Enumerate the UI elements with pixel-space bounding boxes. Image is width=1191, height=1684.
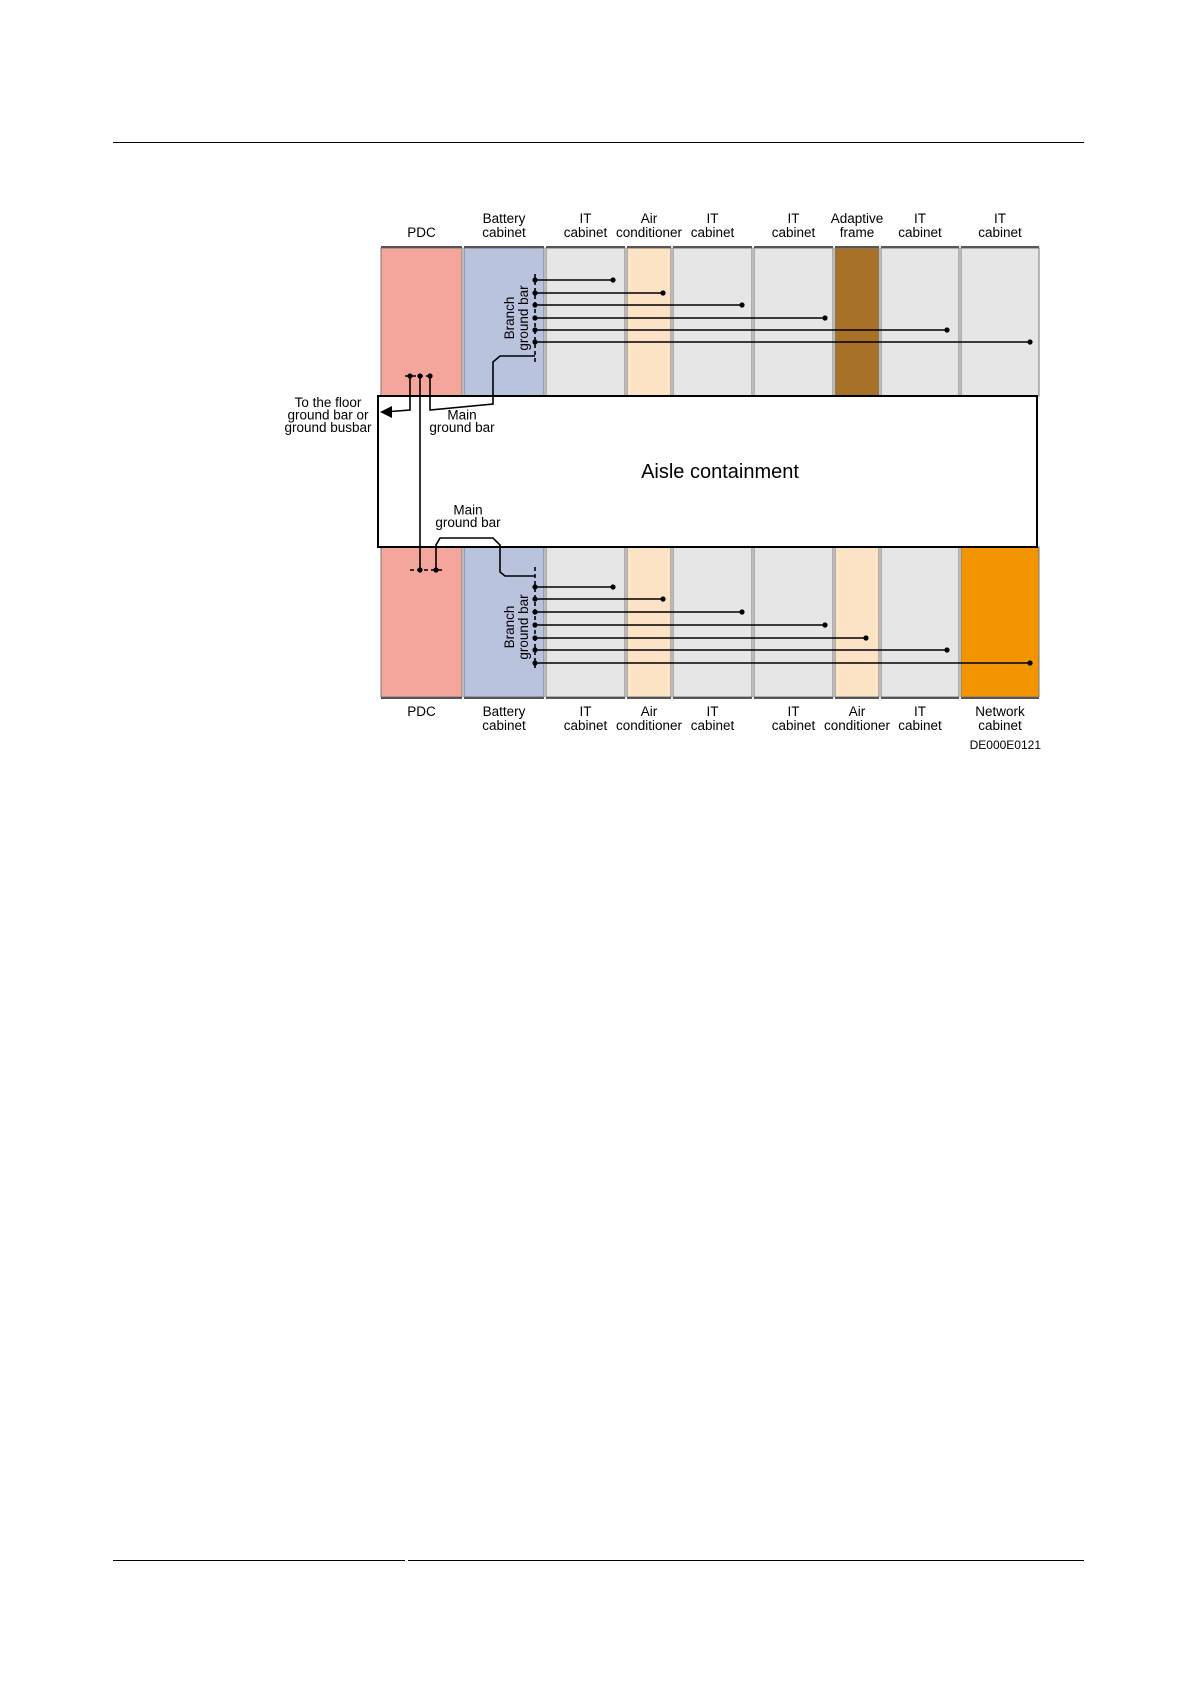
bottom-main-label: Main ground bar [435, 503, 501, 531]
junction-dot [822, 315, 828, 321]
junction-dot [433, 567, 439, 573]
floor-link [383, 376, 411, 413]
cabinet-top-it [672, 247, 753, 397]
junction-dot [610, 584, 616, 590]
floor-arrow-icon [380, 406, 392, 418]
junction-dot [532, 290, 538, 296]
junction-dot [532, 660, 538, 666]
top-label-adaptive: Adaptive frame [831, 211, 884, 240]
top-label-it: IT cabinet [564, 211, 608, 240]
junction-dot [532, 622, 538, 628]
junction-dot [532, 277, 538, 283]
junction-dot [660, 596, 666, 602]
junction-dot [532, 327, 538, 333]
bottom-main-link [435, 537, 535, 577]
cabinet-top-it [753, 247, 834, 397]
aisle-label: Aisle containment [641, 461, 799, 483]
header-rule [113, 142, 1084, 143]
cabinet-bottom-it [880, 546, 960, 698]
footer-rule-right [408, 1560, 1084, 1561]
top-main-link [429, 355, 535, 411]
cabinet-top-air [626, 247, 672, 397]
top-branch-label: Branchground bar [502, 285, 531, 351]
junction-dot [660, 290, 666, 296]
top-label-battery: Battery cabinet [482, 211, 526, 240]
bottom-label-it: IT cabinet [898, 704, 942, 733]
figure-id: DE000E0121 [970, 738, 1042, 752]
top-label-pdc: PDC [407, 225, 436, 240]
cabinet-bottom-it [753, 546, 834, 698]
cabinet-top-it [960, 247, 1040, 397]
top-label-it: IT cabinet [898, 211, 942, 240]
cabinet-top-battery [463, 247, 545, 397]
top-label-it: IT cabinet [691, 211, 735, 240]
bottom-label-battery: Battery cabinet [482, 704, 526, 733]
bottom-label-network: Network cabinet [975, 704, 1025, 733]
top-branch-label-group: Branchground bar [502, 285, 531, 351]
cabinet-top-it [545, 247, 626, 397]
junction-dot [427, 373, 433, 379]
cabinet-bottom-air [626, 546, 672, 698]
junction-dot [944, 327, 950, 333]
junction-dot [1027, 339, 1033, 345]
bottom-branch-label-group: Branchground bar [502, 594, 531, 660]
junction-dot [532, 339, 538, 345]
junction-dot [822, 622, 828, 628]
bottom-label-it: IT cabinet [691, 704, 735, 733]
junction-dot [739, 609, 745, 615]
bottom-label-it: IT cabinet [564, 704, 608, 733]
cabinet-top-pdc [380, 247, 463, 397]
bottom-cabinet-row [380, 546, 1040, 699]
junction-dot [739, 302, 745, 308]
aisle-containment [377, 395, 1038, 548]
annotations: To the floor ground bar or ground busbar Ma… [284, 285, 531, 660]
junction-dot [532, 596, 538, 602]
cabinet-bottom-battery [463, 546, 545, 698]
floor-label: To the floor ground bar or ground busbar [284, 395, 372, 435]
junction-dot [532, 647, 538, 653]
bottom-label-it: IT cabinet [772, 704, 816, 733]
bottom-label-air: Air conditioner [616, 704, 683, 733]
junction-dot [532, 302, 538, 308]
junction-dot [532, 635, 538, 641]
bottom-label-air: Air conditioner [824, 704, 891, 733]
ground-wires [380, 274, 1033, 668]
bottom-branch-label: Branchground bar [502, 594, 531, 660]
top-main-label: Main ground bar [429, 408, 495, 436]
junction-dot [532, 584, 538, 590]
cabinet-bottom-air [834, 546, 880, 698]
junction-dot [417, 567, 423, 573]
footer-rule-left [113, 1560, 405, 1561]
junction-dot [1027, 660, 1033, 666]
top-label-it: IT cabinet [978, 211, 1022, 240]
junction-dot [532, 609, 538, 615]
bottom-label-pdc: PDC [407, 704, 436, 719]
junction-dot [610, 277, 616, 283]
top-label-air: Air conditioner [616, 211, 683, 240]
cabinet-top-it [880, 247, 960, 397]
cabinet-bottom-it [545, 546, 626, 698]
top-label-it: IT cabinet [772, 211, 816, 240]
cabinet-top-adaptive [834, 247, 880, 397]
top-cabinet-row [380, 246, 1040, 397]
junction-dot [532, 315, 538, 321]
junction-dot [863, 635, 869, 641]
junction-dot [944, 647, 950, 653]
cabinet-bottom-it [672, 546, 753, 698]
cabinet-bottom-network [960, 546, 1040, 698]
